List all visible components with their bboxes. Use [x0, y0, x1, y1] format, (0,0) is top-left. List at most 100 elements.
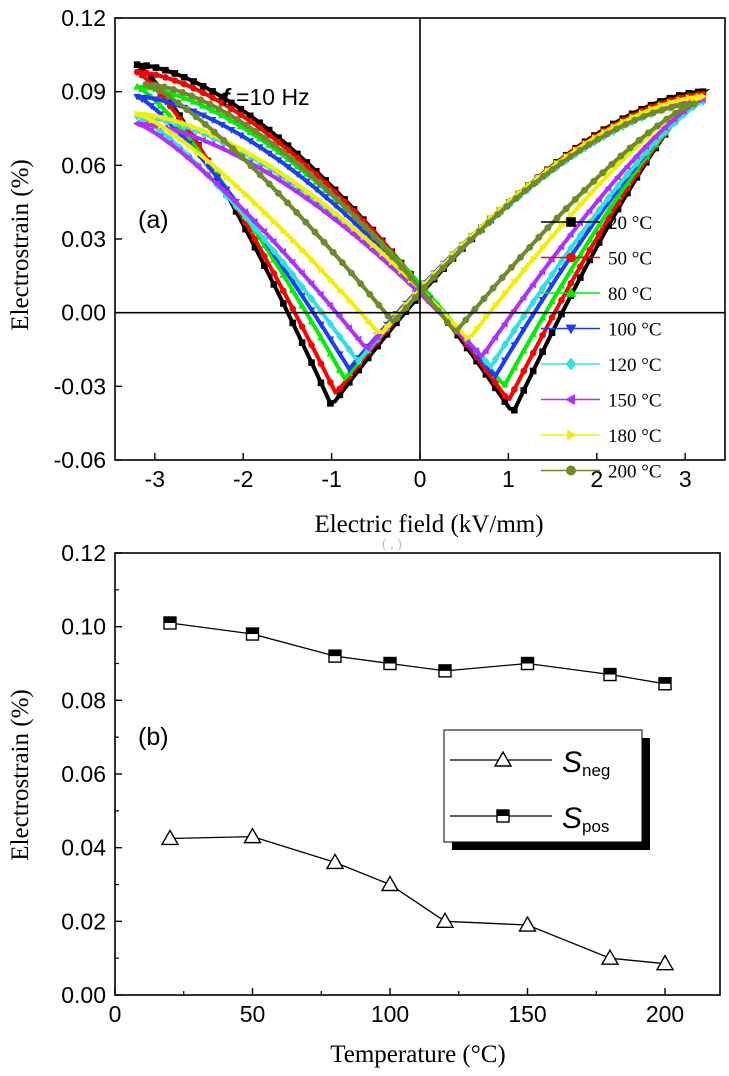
data-marker [608, 160, 616, 168]
data-marker-shape [237, 122, 245, 130]
data-point-fill [246, 628, 259, 635]
data-marker [510, 342, 519, 349]
data-marker [317, 379, 325, 387]
panel-a-label: (a) [138, 206, 169, 234]
data-marker-shape [577, 200, 585, 209]
data-marker [288, 278, 297, 286]
data-marker [379, 249, 387, 257]
data-marker [199, 112, 207, 120]
data-marker-shape [480, 295, 488, 303]
data-marker [233, 181, 241, 190]
data-marker-shape [238, 153, 246, 161]
legend-neg-marker [493, 750, 513, 767]
data-marker-shape [686, 100, 693, 108]
legend-item: 120 °C [541, 355, 662, 376]
data-marker [485, 219, 492, 227]
data-marker [494, 211, 502, 219]
panel-a-ytick-label: -0.03 [54, 373, 106, 399]
data-marker [511, 278, 519, 286]
legend-label: 100 °C [608, 320, 662, 341]
data-marker [156, 101, 165, 109]
data-marker [283, 181, 291, 190]
data-marker-shape [421, 284, 429, 291]
data-marker-shape [270, 270, 278, 277]
data-marker-shape [539, 331, 546, 339]
data-marker-shape [548, 270, 556, 280]
data-marker-shape [557, 242, 565, 251]
data-marker [288, 286, 297, 294]
data-marker [252, 127, 260, 135]
data-marker [302, 218, 310, 226]
data-marker-shape [604, 206, 613, 214]
data-marker [614, 181, 622, 191]
data-marker [220, 136, 228, 144]
data-marker [172, 116, 179, 125]
data-marker-shape [255, 144, 264, 152]
data-marker-shape [265, 150, 273, 158]
data-marker [139, 111, 146, 120]
data-marker-shape [642, 142, 650, 150]
data-marker [519, 346, 528, 354]
data-marker [519, 326, 528, 334]
data-marker-shape [521, 266, 528, 275]
data-marker-shape [389, 253, 397, 261]
data-marker-shape [576, 146, 584, 154]
data-marker-shape [139, 111, 146, 120]
data-marker [156, 87, 164, 95]
data-marker [167, 128, 175, 136]
panel-b-label: (b) [138, 723, 169, 751]
data-marker [261, 134, 269, 142]
data-marker [352, 214, 360, 222]
data-marker [576, 230, 585, 240]
data-marker [510, 406, 518, 414]
panel-b-x-axis-title: Temperature (°C) [330, 1041, 506, 1068]
data-marker [200, 127, 208, 135]
data-marker-shape [507, 263, 515, 271]
data-marker-shape [375, 301, 383, 309]
data-marker [635, 136, 643, 144]
data-marker-shape [270, 141, 278, 149]
data-marker [142, 120, 150, 129]
data-marker [133, 68, 141, 76]
data-marker [595, 220, 603, 228]
data-marker-shape [284, 199, 291, 207]
data-marker-shape [649, 109, 657, 117]
data-marker-shape [336, 332, 344, 342]
data-marker-shape [336, 366, 344, 373]
data-marker-shape [152, 64, 160, 71]
data-marker-shape [200, 127, 208, 135]
data-marker [224, 110, 232, 118]
data-marker-shape [227, 126, 236, 134]
data-marker-shape [529, 349, 537, 357]
data-marker-shape [548, 297, 556, 305]
data-marker [326, 319, 335, 329]
data-marker [331, 202, 339, 210]
data-marker-shape [302, 218, 310, 226]
data-marker-shape [521, 187, 529, 195]
legend-label-unit: °C [641, 320, 661, 341]
data-marker-shape [308, 359, 315, 366]
data-marker-shape [252, 199, 260, 207]
data-marker [170, 126, 178, 135]
data-marker [676, 96, 684, 105]
data-marker-shape [633, 158, 641, 168]
data-marker [217, 144, 225, 153]
data-marker-shape [223, 173, 231, 182]
data-marker-shape [544, 224, 552, 232]
data-marker [558, 296, 565, 304]
data-marker-shape [614, 181, 622, 191]
data-marker-shape [260, 235, 269, 244]
data-marker-shape [343, 205, 351, 213]
data-marker [595, 230, 603, 238]
data-marker [336, 385, 344, 393]
data-marker [577, 200, 585, 209]
data-marker [189, 132, 197, 141]
data-marker-shape [325, 187, 333, 195]
legend-marker [567, 429, 577, 441]
data-marker [303, 178, 311, 186]
legend-label-value: 150 [608, 391, 641, 412]
data-marker [633, 158, 641, 168]
data-marker-shape [162, 114, 170, 122]
data-marker [327, 275, 335, 284]
data-marker [320, 238, 328, 246]
